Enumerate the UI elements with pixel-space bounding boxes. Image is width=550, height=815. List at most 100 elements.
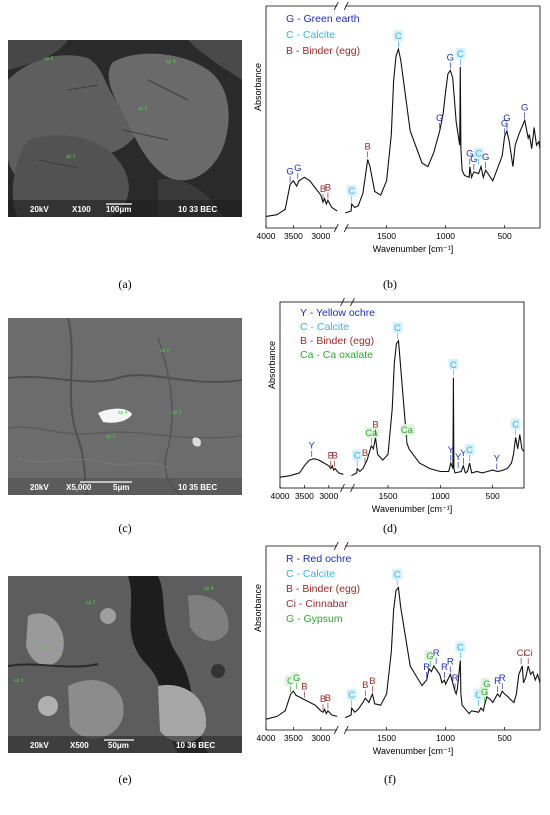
axis-break-mark xyxy=(340,297,345,307)
sem-mag: X500 xyxy=(70,741,89,750)
sem-texture-e xyxy=(8,576,242,753)
sem-mag: X5,000 xyxy=(66,483,92,492)
peak-annotation: Ca xyxy=(401,425,414,436)
sem-spot-label: sp 2 xyxy=(44,56,54,62)
peak-annotation: R xyxy=(423,662,430,673)
x-tick-label: 4000 xyxy=(257,733,276,743)
caption-f: (f) xyxy=(384,772,396,786)
sem-info: 10 36 BEC xyxy=(176,741,215,750)
peak-annotation: B xyxy=(364,141,370,152)
x-tick-label: 3000 xyxy=(311,733,330,743)
legend-entry: R - Red ochre xyxy=(286,553,352,565)
annotation-bg xyxy=(352,449,363,461)
caption-c: (c) xyxy=(118,521,132,535)
annotation-bg xyxy=(510,418,521,430)
peak-annotation: G xyxy=(447,52,454,63)
peak-annotation: G xyxy=(503,113,510,124)
sem-info: 10 35 BEC xyxy=(178,483,217,492)
legend-entry: C - Calcite xyxy=(286,568,335,580)
sem-image-e xyxy=(8,576,242,753)
ftir-chart-svg-d: 4000 3500 3000 1500 1000 500 Wavenumber [cm⁻¹]… xyxy=(267,297,525,514)
peak-annotation: Ci xyxy=(524,648,533,659)
y-axis-label: Absorbance xyxy=(253,584,263,632)
peak-annotation: B xyxy=(372,419,378,430)
sem-mag: X100 xyxy=(72,205,91,214)
sem-spot-label: sp 3 xyxy=(172,410,182,416)
caption-b: (b) xyxy=(383,277,397,291)
legend-entry: Ci - Cinnabar xyxy=(286,598,348,610)
annotation-bg xyxy=(400,424,415,436)
peak-annotation: G xyxy=(287,676,294,687)
sem-spot-label: sp 1 xyxy=(40,644,50,650)
sem-spot-label: sp 1 xyxy=(66,154,76,160)
peak-annotation: C xyxy=(457,49,464,60)
sem-scale: 100μm xyxy=(106,205,131,214)
annotation-bg xyxy=(455,641,466,653)
x-tick-label: 500 xyxy=(486,491,500,501)
annotation-bg xyxy=(448,358,459,370)
legend-entry: B - Binder (egg) xyxy=(300,335,374,347)
peak-annotation: G xyxy=(482,152,489,163)
sem-kv: 20kV xyxy=(30,741,49,750)
sem-scale: 50μm xyxy=(108,741,129,750)
sem-spot-label: sp 4 xyxy=(118,410,128,416)
peak-annotation: Y xyxy=(309,441,316,452)
annotation-bg xyxy=(284,675,293,686)
caption-e: (e) xyxy=(118,772,132,786)
peak-annotation: C xyxy=(466,445,473,456)
peak-annotation: B xyxy=(320,694,326,705)
peak-annotation: Y xyxy=(494,453,501,464)
axis-break-mark xyxy=(343,725,349,735)
annotation-bg xyxy=(464,443,475,455)
sem-spot-label: sp 3 xyxy=(14,678,24,684)
annotation-bg xyxy=(392,568,403,580)
annotation-bg xyxy=(455,47,466,59)
peak-annotation: B xyxy=(325,693,331,704)
ftir-chart-b: 4000 3500 3000 1500 1000 500 Wavenumber [cm⁻¹]… xyxy=(250,0,546,272)
x-tick-label: 500 xyxy=(497,231,511,241)
peak-annotation: C xyxy=(354,451,361,462)
peak-annotation: Ca xyxy=(365,428,378,439)
annotation-bg xyxy=(424,649,433,661)
peak-annotation: G xyxy=(470,154,477,165)
legend-entry: G - Green earth xyxy=(286,13,360,25)
peak-annotation: G xyxy=(286,166,293,177)
plot-frame xyxy=(279,301,525,489)
annotation-bg xyxy=(346,689,357,700)
sem-image-c xyxy=(8,318,242,495)
sem-info: 10 33 BEC xyxy=(178,205,217,214)
x-axis-label: Wavenumber [cm⁻¹] xyxy=(372,504,452,514)
legend-entry: B - Binder (egg) xyxy=(286,583,360,595)
peak-annotation: C xyxy=(450,360,457,371)
sem-spot-label: sp 2 xyxy=(160,348,170,354)
ftir-chart-d: 4000 3500 3000 1500 1000 500 Wavenumber [cm⁻¹]… xyxy=(250,297,546,518)
annotation-bg xyxy=(478,686,487,698)
spectrum-line xyxy=(265,176,338,217)
spectrum-line xyxy=(344,586,541,719)
spectrum-line xyxy=(345,47,541,214)
x-axis-label: Wavenumber [cm⁻¹] xyxy=(373,244,453,254)
sem-spot-label: sp 1 xyxy=(106,434,116,440)
x-tick-label: 1000 xyxy=(436,231,455,241)
x-tick-label: 4000 xyxy=(271,491,290,501)
peak-annotation: G xyxy=(521,102,528,113)
sem-labels-a: sp 2 sp 4 sp 2 sp 1 20kV X100 100μm 10 3… xyxy=(30,56,217,214)
ftir-chart-f: 4000 3500 3000 1500 1000 500 Wavenumber [cm⁻¹]… xyxy=(250,540,546,765)
peak-annotation: Ci xyxy=(517,648,526,659)
x-tick-label: 3000 xyxy=(311,231,330,241)
peak-annotation: C xyxy=(394,570,401,581)
peak-annotation: R xyxy=(499,673,506,684)
axis-break-mark xyxy=(333,223,339,233)
x-axis-label: Wavenumber [cm⁻¹] xyxy=(373,746,453,756)
x-tick-label: 4000 xyxy=(257,231,276,241)
peak-annotation: C xyxy=(394,323,401,334)
sem-spot-label: sp 4 xyxy=(204,586,214,592)
axis-break-mark xyxy=(343,541,349,551)
peak-annotation: B xyxy=(362,448,368,459)
peak-annotation: C xyxy=(475,149,482,160)
annotation-bg xyxy=(290,672,299,684)
peak-annotation: R xyxy=(433,648,440,659)
caption-d: (d) xyxy=(383,521,397,535)
peak-annotation: B xyxy=(301,682,307,693)
x-tick-label: 1500 xyxy=(377,231,396,241)
